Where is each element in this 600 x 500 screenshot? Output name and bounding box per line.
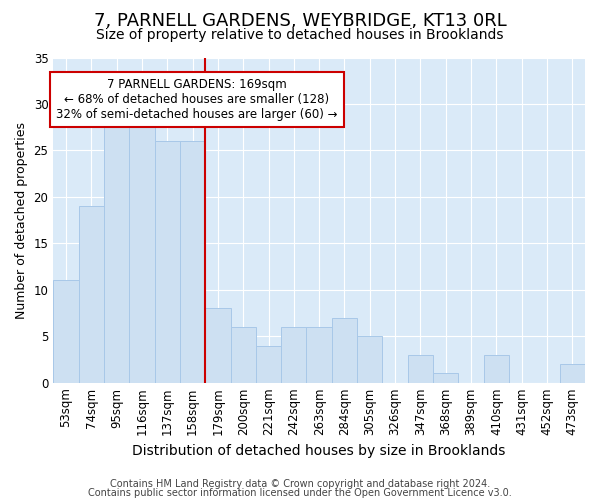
Bar <box>230 327 256 382</box>
Bar <box>281 327 307 382</box>
Bar <box>357 336 382 382</box>
Bar <box>332 318 357 382</box>
Y-axis label: Number of detached properties: Number of detached properties <box>15 122 28 318</box>
Bar <box>53 280 79 382</box>
Bar <box>433 374 458 382</box>
Bar <box>484 355 509 382</box>
Bar <box>256 346 281 383</box>
Text: 7 PARNELL GARDENS: 169sqm
← 68% of detached houses are smaller (128)
32% of semi: 7 PARNELL GARDENS: 169sqm ← 68% of detac… <box>56 78 338 122</box>
Bar <box>307 327 332 382</box>
Bar <box>408 355 433 382</box>
Bar <box>104 122 129 382</box>
Text: 7, PARNELL GARDENS, WEYBRIDGE, KT13 0RL: 7, PARNELL GARDENS, WEYBRIDGE, KT13 0RL <box>94 12 506 30</box>
Bar <box>155 141 180 382</box>
Bar <box>180 141 205 382</box>
Bar <box>79 206 104 382</box>
Bar <box>205 308 230 382</box>
Bar <box>560 364 585 382</box>
Bar <box>129 122 155 382</box>
Text: Contains HM Land Registry data © Crown copyright and database right 2024.: Contains HM Land Registry data © Crown c… <box>110 479 490 489</box>
Text: Size of property relative to detached houses in Brooklands: Size of property relative to detached ho… <box>96 28 504 42</box>
X-axis label: Distribution of detached houses by size in Brooklands: Distribution of detached houses by size … <box>133 444 506 458</box>
Text: Contains public sector information licensed under the Open Government Licence v3: Contains public sector information licen… <box>88 488 512 498</box>
